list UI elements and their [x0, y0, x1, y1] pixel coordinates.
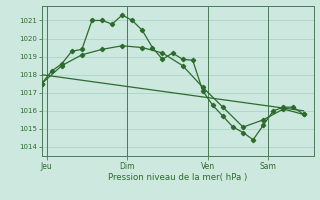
X-axis label: Pression niveau de la mer( hPa ): Pression niveau de la mer( hPa )	[108, 173, 247, 182]
